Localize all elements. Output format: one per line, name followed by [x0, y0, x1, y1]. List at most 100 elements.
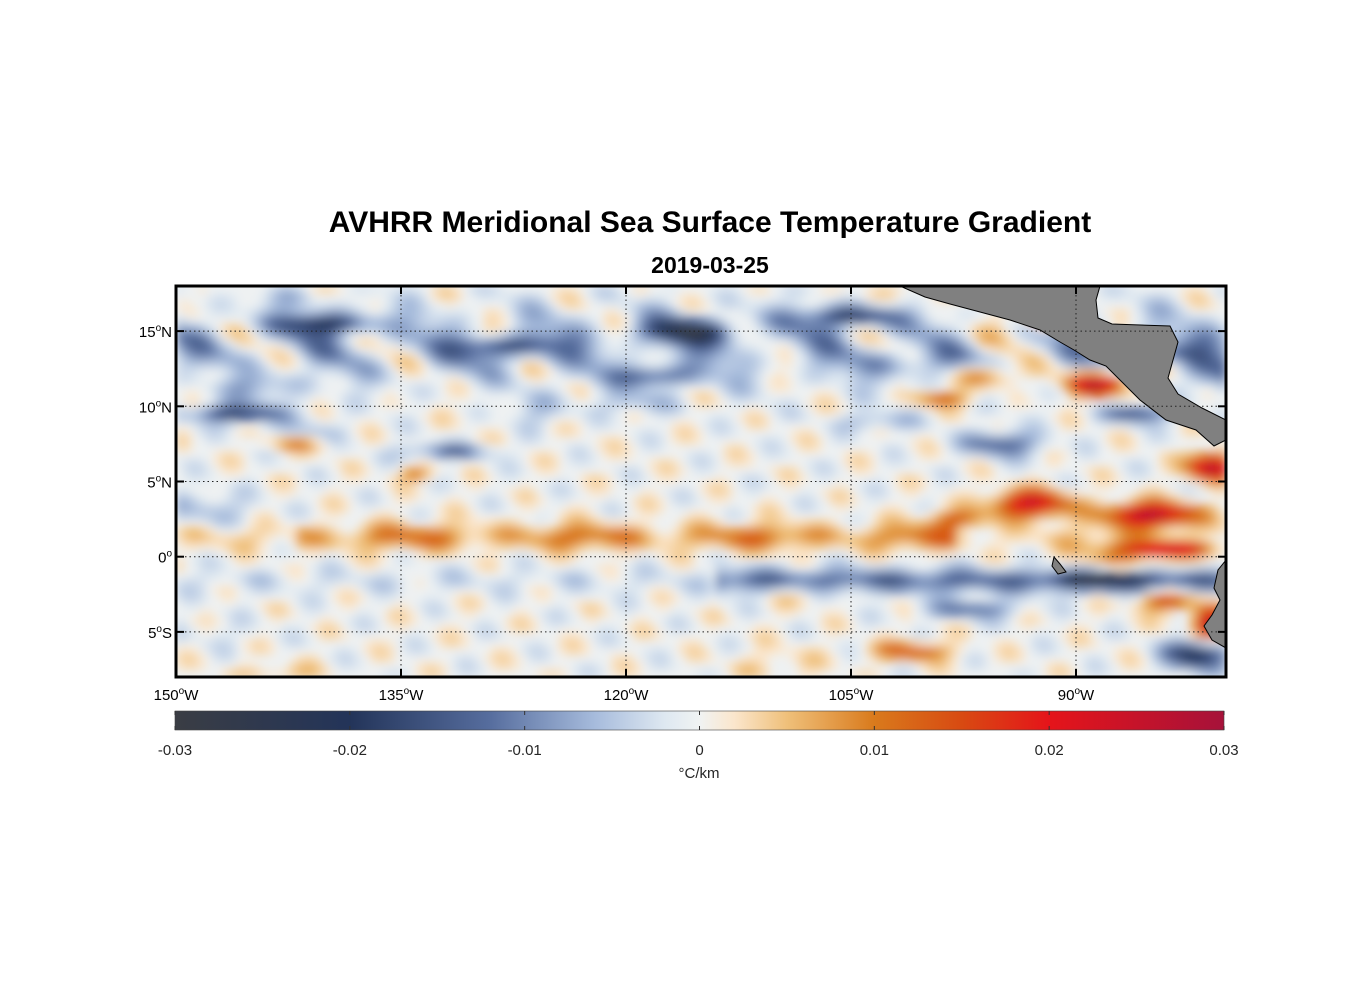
field-cell [866, 368, 875, 377]
field-cell [273, 436, 282, 445]
field-cell [543, 301, 552, 310]
field-cell [416, 391, 425, 400]
field-cell [1046, 594, 1055, 603]
field-cell [701, 398, 710, 407]
field-cell [491, 564, 500, 573]
field-cell [453, 639, 462, 648]
field-cell [236, 458, 245, 468]
field-cell [753, 301, 762, 310]
field-cell [288, 301, 297, 310]
field-cell [1053, 639, 1062, 648]
field-cell [843, 451, 852, 460]
field-cell [1038, 526, 1047, 535]
field-cell [843, 421, 852, 430]
field-cell [1038, 639, 1047, 648]
field-cell [521, 534, 530, 543]
field-cell [543, 594, 552, 603]
field-cell [198, 624, 207, 633]
field-cell [888, 361, 897, 370]
field-cell [671, 346, 680, 355]
field-cell [1151, 601, 1160, 610]
field-cell [626, 466, 635, 475]
field-cell [303, 473, 312, 483]
field-cell [1188, 624, 1197, 633]
field-cell [1196, 361, 1205, 370]
field-cell [813, 391, 822, 400]
field-cell [558, 368, 567, 377]
field-cell [851, 609, 860, 618]
field-cell [701, 511, 710, 520]
field-cell [483, 624, 492, 633]
field-cell [596, 413, 605, 422]
field-cell [963, 609, 972, 618]
field-cell [911, 579, 920, 588]
field-cell [731, 564, 740, 573]
field-cell [288, 609, 297, 618]
field-cell [1098, 609, 1107, 618]
field-cell [1031, 631, 1040, 640]
field-cell [393, 519, 402, 528]
field-cell [281, 511, 290, 520]
field-cell [536, 308, 545, 317]
field-cell [431, 534, 440, 543]
field-cell [1098, 368, 1107, 377]
field-cell [1218, 323, 1226, 332]
field-cell [1203, 458, 1212, 468]
field-cell [221, 496, 230, 505]
field-cell [423, 301, 432, 310]
field-cell [603, 436, 612, 445]
field-cell [476, 428, 485, 437]
field-cell [468, 519, 477, 528]
field-cell [543, 646, 552, 656]
field-cell [1173, 323, 1182, 332]
field-cell [401, 353, 410, 362]
field-cell [873, 571, 882, 580]
field-cell [446, 301, 455, 310]
field-cell [918, 496, 927, 505]
field-cell [723, 421, 732, 430]
field-cell [551, 323, 560, 332]
field-cell [881, 481, 890, 490]
field-cell [836, 579, 845, 588]
field-cell [1151, 436, 1160, 445]
field-cell [363, 586, 372, 595]
field-cell [386, 443, 395, 453]
field-cell [236, 338, 245, 347]
field-cell [318, 413, 327, 422]
field-cell [191, 361, 200, 370]
field-cell [798, 631, 807, 640]
field-cell [663, 353, 672, 362]
field-cell [528, 458, 537, 468]
field-cell [738, 586, 747, 595]
field-cell [326, 473, 335, 483]
field-cell [461, 473, 470, 483]
field-cell [228, 511, 237, 520]
field-cell [1106, 286, 1115, 295]
field-cell [1218, 361, 1226, 370]
field-cell [1188, 616, 1197, 625]
field-cell [528, 504, 537, 513]
field-cell [303, 323, 312, 332]
field-cell [881, 421, 890, 430]
field-cell [1143, 316, 1152, 325]
field-cell [1046, 579, 1055, 588]
field-cell [266, 579, 275, 588]
field-cell [768, 331, 777, 340]
field-cell [708, 391, 717, 400]
field-cell [986, 391, 995, 400]
field-cell [408, 489, 417, 498]
field-cell [206, 541, 215, 550]
field-cell [573, 338, 582, 347]
field-cell [213, 564, 222, 573]
field-cell [911, 406, 920, 415]
field-cell [1106, 519, 1115, 528]
field-cell [776, 534, 785, 543]
field-cell [1151, 639, 1160, 648]
field-cell [731, 428, 740, 437]
field-cell [536, 353, 545, 362]
field-cell [303, 308, 312, 317]
field-cell [393, 624, 402, 633]
field-cell [648, 541, 657, 550]
field-cell [243, 391, 252, 400]
field-cell [416, 301, 425, 310]
